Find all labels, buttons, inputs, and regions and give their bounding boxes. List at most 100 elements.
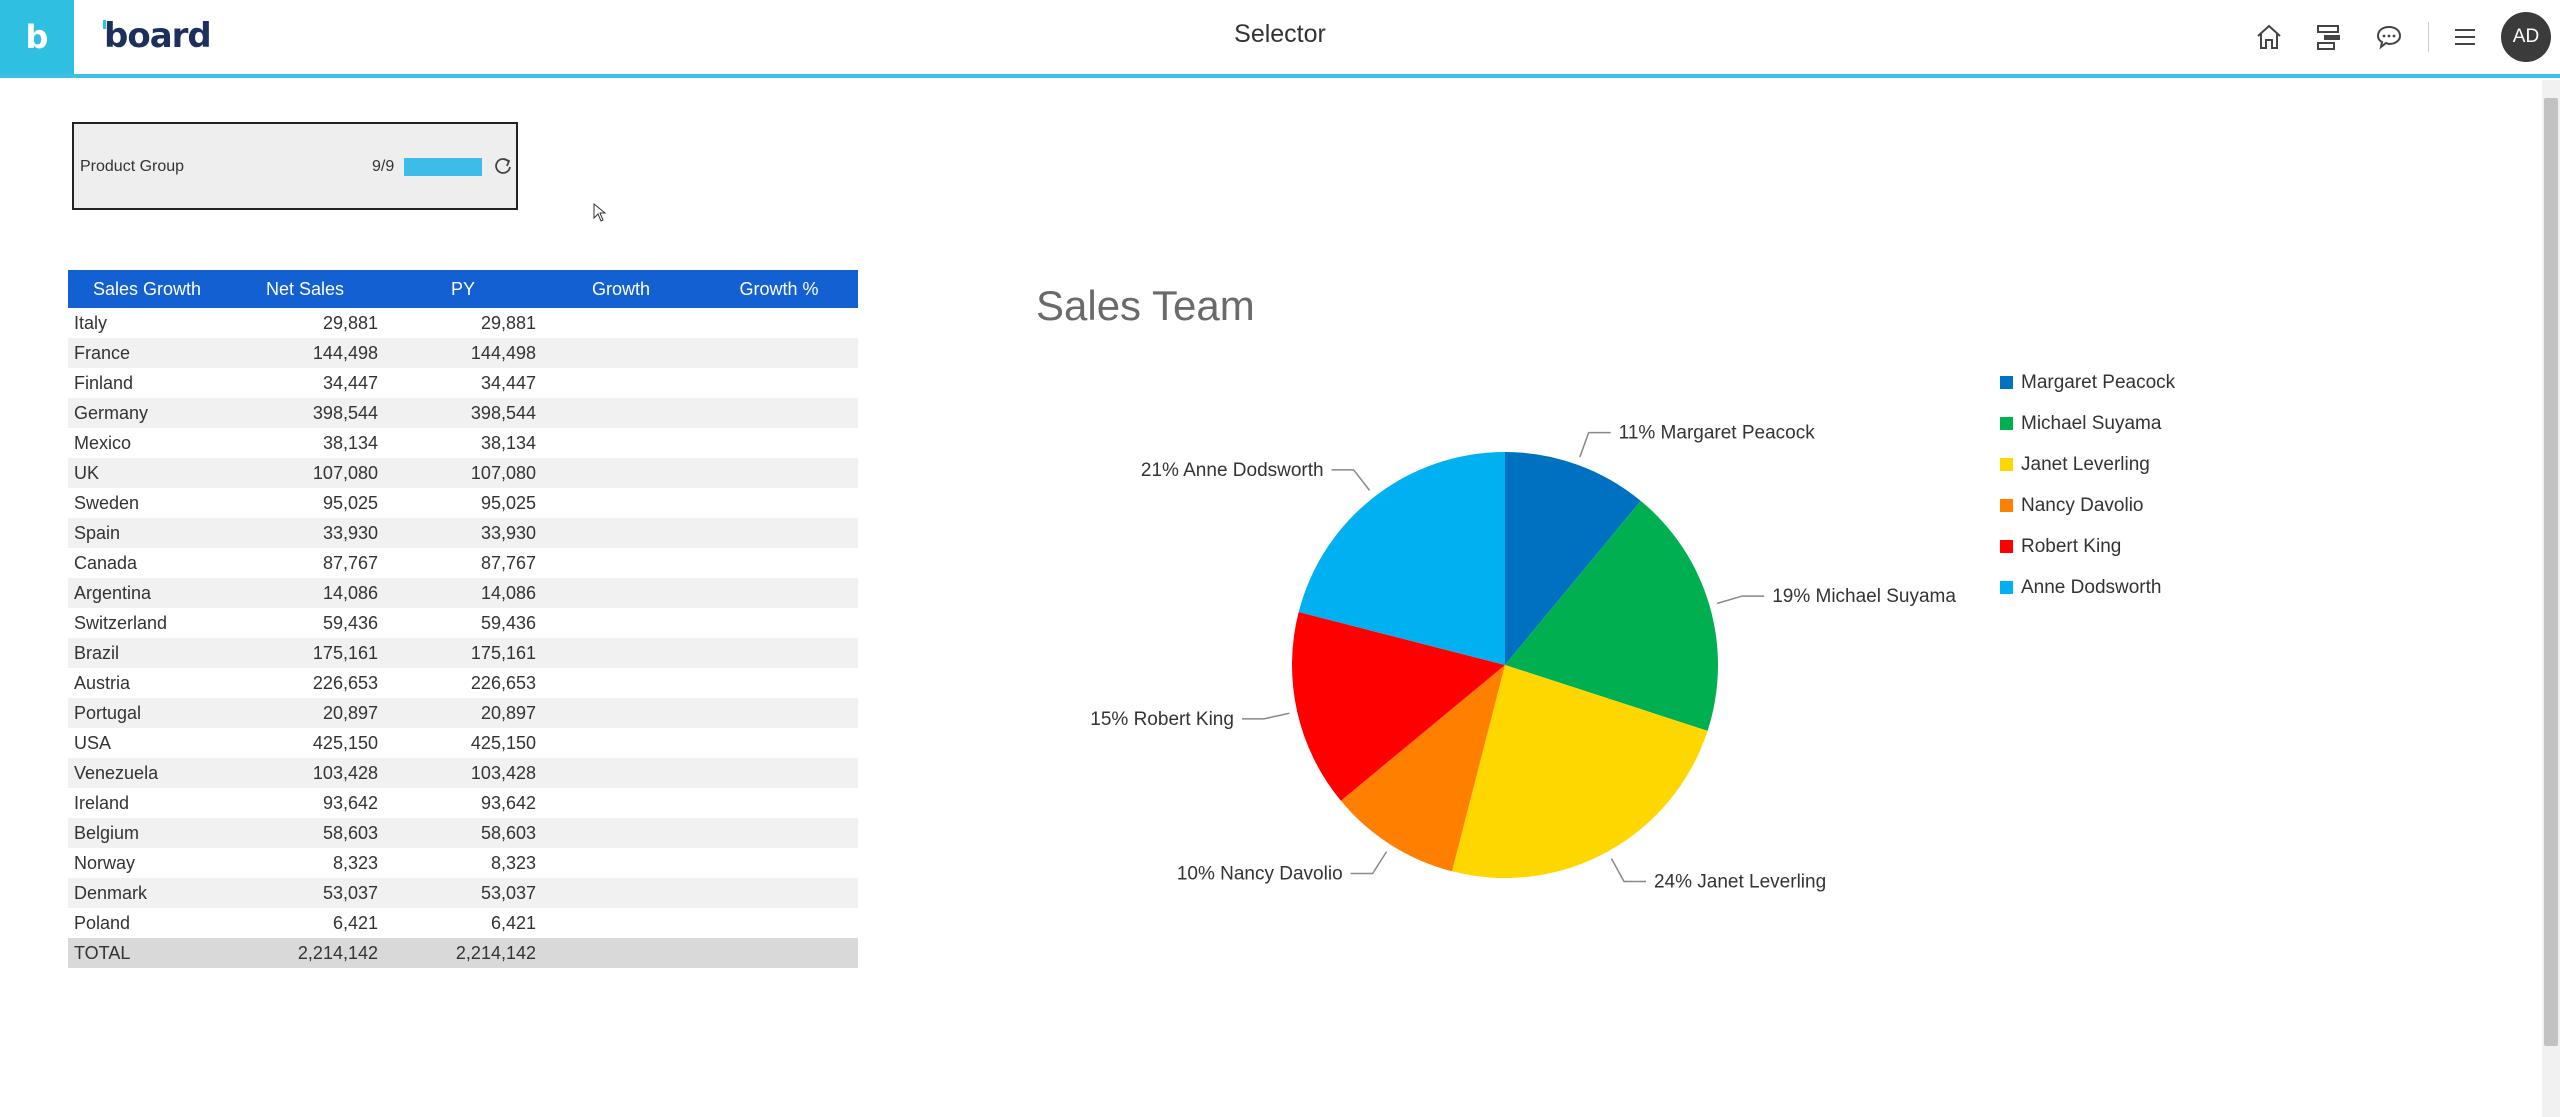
user-avatar[interactable]: AD — [2501, 12, 2551, 62]
table-cell: UK — [68, 458, 226, 488]
table-cell — [700, 458, 858, 488]
home-icon[interactable] — [2252, 20, 2286, 54]
pie-slice[interactable] — [1505, 500, 1718, 731]
table-row[interactable]: USA 425,150 425,150 — [68, 728, 858, 758]
table-cell: Argentina — [68, 578, 226, 608]
table-row[interactable]: Denmark 53,037 53,037 — [68, 878, 858, 908]
table-cell: 95,025 — [322, 492, 378, 513]
table-cell — [542, 758, 700, 788]
table-cell: Brazil — [68, 638, 226, 668]
table-row[interactable]: Finland 34,447 34,447 — [68, 368, 858, 398]
logo-letter: b — [25, 18, 49, 56]
table-row[interactable]: Switzerland 59,436 59,436 — [68, 608, 858, 638]
column-header[interactable]: Growth % — [700, 270, 858, 308]
table-cell: 34,447 — [322, 372, 378, 393]
table-row[interactable]: Brazil 175,161 175,161 — [68, 638, 858, 668]
pie-data-label: 21% Anne Dodsworth — [1141, 460, 1324, 481]
table-cell — [542, 338, 700, 368]
column-header[interactable]: Sales Growth — [68, 270, 226, 308]
table-row[interactable]: Belgium 58,603 58,603 — [68, 818, 858, 848]
pie-data-label: 11% Margaret Peacock — [1619, 423, 1816, 444]
pie-slice[interactable] — [1340, 665, 1505, 872]
table-cell: 398,544 — [384, 398, 542, 428]
table-cell — [542, 938, 700, 968]
legend-item[interactable]: Michael Suyama — [2000, 403, 2175, 444]
legend-swatch — [2000, 417, 2013, 430]
hierarchy-icon[interactable] — [2312, 20, 2346, 54]
table-cell — [700, 848, 858, 878]
selector-progress-fill — [404, 158, 482, 176]
column-header[interactable]: Growth — [542, 270, 700, 308]
table-row[interactable]: UK 107,080 107,080 — [68, 458, 858, 488]
mouse-cursor-icon — [593, 203, 607, 222]
table-cell — [700, 518, 858, 548]
sales-growth-table: Sales Growth Net Sales PY Growth Growth … — [68, 270, 858, 968]
legend-item[interactable]: Anne Dodsworth — [2000, 567, 2175, 608]
page-title: Selector — [1234, 20, 1326, 48]
reset-icon[interactable] — [492, 155, 514, 177]
table-row[interactable]: Ireland 93,642 93,642 — [68, 788, 858, 818]
legend-item[interactable]: Robert King — [2000, 526, 2175, 567]
table-cell — [700, 938, 858, 968]
table-cell: 29,881 — [480, 312, 536, 333]
table-row[interactable]: Venezuela 103,428 103,428 — [68, 758, 858, 788]
pie-slice[interactable] — [1292, 612, 1505, 801]
pie-leader-line — [1610, 858, 1646, 883]
table-cell: 398,544 — [226, 398, 384, 428]
table-row[interactable]: Norway 8,323 8,323 — [68, 848, 858, 878]
table-header-row: Sales Growth Net Sales PY Growth Growth … — [68, 270, 858, 308]
table-cell: 95,025 — [480, 492, 536, 513]
table-cell — [542, 878, 700, 908]
table-cell — [542, 728, 700, 758]
legend-swatch — [2000, 581, 2013, 594]
table-cell — [700, 578, 858, 608]
menu-icon[interactable] — [2448, 20, 2482, 54]
table-cell: 59,436 — [480, 612, 536, 633]
pie-leader-line — [1579, 431, 1611, 458]
legend-item[interactable]: Nancy Davolio — [2000, 485, 2175, 526]
table-cell — [542, 428, 700, 458]
table-cell — [542, 788, 700, 818]
scrollbar-thumb[interactable] — [2544, 98, 2558, 1046]
column-header[interactable]: PY — [384, 270, 542, 308]
brand-logo[interactable]: board — [104, 16, 212, 56]
table-cell: 33,930 — [384, 518, 542, 548]
table-row[interactable]: Portugal 20,897 20,897 — [68, 698, 858, 728]
legend-swatch — [2000, 540, 2013, 553]
top-bar: b board Selector AD — [0, 0, 2560, 78]
pie-slice[interactable] — [1298, 452, 1505, 665]
pie-leader-line — [1241, 712, 1290, 720]
pie-slice[interactable] — [1452, 665, 1708, 878]
table-row[interactable]: Spain 33,930 33,930 — [68, 518, 858, 548]
table-cell — [700, 548, 858, 578]
legend-item[interactable]: Janet Leverling — [2000, 444, 2175, 485]
table-cell: 20,897 — [384, 698, 542, 728]
table-row[interactable]: France 144,498 144,498 — [68, 338, 858, 368]
table-row[interactable]: Germany 398,544 398,544 — [68, 398, 858, 428]
table-cell — [700, 788, 858, 818]
pie-slice[interactable] — [1505, 452, 1641, 665]
table-cell: Portugal — [68, 698, 226, 728]
product-group-selector[interactable]: Product Group 9/9 — [72, 122, 518, 210]
legend-label: Nancy Davolio — [2021, 494, 2144, 516]
table-cell: 87,767 — [322, 552, 378, 573]
table-row[interactable]: Sweden 95,025 95,025 — [68, 488, 858, 518]
header-divider — [2428, 22, 2429, 52]
table-row[interactable]: Mexico 38,134 38,134 — [68, 428, 858, 458]
app-logo[interactable]: b — [0, 0, 74, 74]
table-total-row[interactable]: TOTAL 2,214,142 2,214,142 — [68, 938, 858, 968]
legend-item[interactable]: Margaret Peacock — [2000, 362, 2175, 403]
table-cell — [700, 878, 858, 908]
table-cell — [542, 398, 700, 428]
table-row[interactable]: Austria 226,653 226,653 — [68, 668, 858, 698]
table-row[interactable]: Italy 29,881 29,881 — [68, 308, 858, 338]
table-row[interactable]: Canada 87,767 87,767 — [68, 548, 858, 578]
chat-icon[interactable] — [2372, 20, 2406, 54]
table-row[interactable]: Argentina 14,086 14,086 — [68, 578, 858, 608]
table-cell — [700, 908, 858, 938]
pie-leader-line — [1331, 469, 1371, 491]
table-cell: Sweden — [74, 492, 140, 513]
table-row[interactable]: Poland 6,421 6,421 — [68, 908, 858, 938]
table-cell: 53,037 — [384, 878, 542, 908]
column-header[interactable]: Net Sales — [226, 270, 384, 308]
